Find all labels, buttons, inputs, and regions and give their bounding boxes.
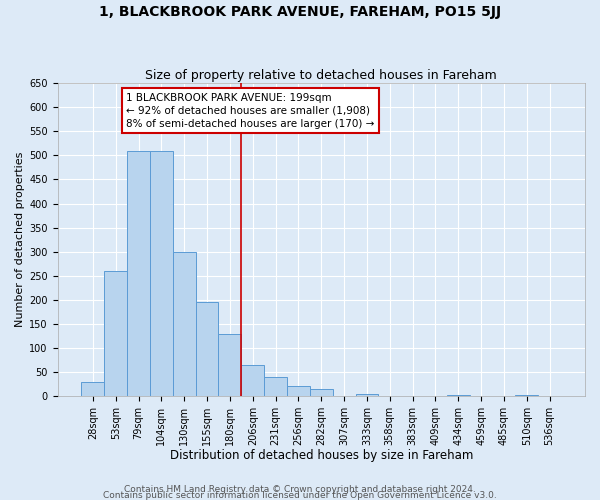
- Bar: [356, 394, 379, 396]
- Bar: [173, 252, 196, 396]
- Bar: [264, 377, 287, 396]
- Bar: [104, 271, 127, 396]
- Text: 1 BLACKBROOK PARK AVENUE: 199sqm
← 92% of detached houses are smaller (1,908)
8%: 1 BLACKBROOK PARK AVENUE: 199sqm ← 92% o…: [126, 92, 374, 129]
- Bar: [218, 334, 241, 396]
- Text: 1, BLACKBROOK PARK AVENUE, FAREHAM, PO15 5JJ: 1, BLACKBROOK PARK AVENUE, FAREHAM, PO15…: [99, 5, 501, 19]
- Bar: [287, 386, 310, 396]
- Y-axis label: Number of detached properties: Number of detached properties: [15, 152, 25, 328]
- Title: Size of property relative to detached houses in Fareham: Size of property relative to detached ho…: [145, 69, 497, 82]
- Text: Contains public sector information licensed under the Open Government Licence v3: Contains public sector information licen…: [103, 490, 497, 500]
- Bar: [196, 302, 218, 396]
- Bar: [241, 365, 264, 396]
- X-axis label: Distribution of detached houses by size in Fareham: Distribution of detached houses by size …: [170, 450, 473, 462]
- Bar: [127, 150, 150, 396]
- Bar: [310, 389, 332, 396]
- Bar: [82, 382, 104, 396]
- Text: Contains HM Land Registry data © Crown copyright and database right 2024.: Contains HM Land Registry data © Crown c…: [124, 485, 476, 494]
- Bar: [150, 150, 173, 396]
